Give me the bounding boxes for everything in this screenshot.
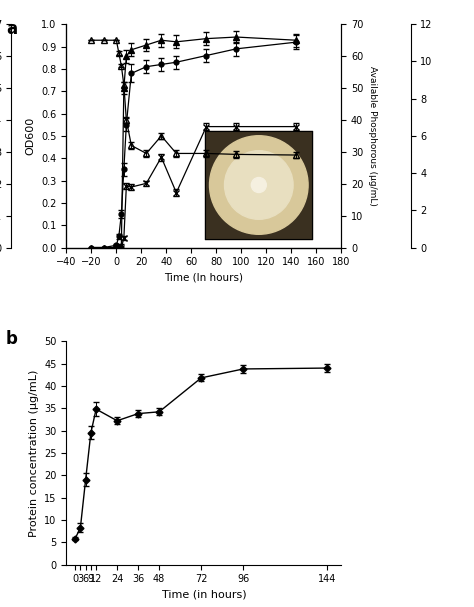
Text: a: a <box>6 20 17 38</box>
Y-axis label: OD600: OD600 <box>26 117 36 155</box>
Text: b: b <box>6 330 18 348</box>
X-axis label: Time (in hours): Time (in hours) <box>162 590 246 600</box>
Y-axis label: Protein concentration (µg/mL): Protein concentration (µg/mL) <box>28 369 38 537</box>
Y-axis label: Available Phosphorous (µg/mL): Available Phosphorous (µg/mL) <box>368 66 377 206</box>
X-axis label: Time (In hours): Time (In hours) <box>164 273 243 283</box>
